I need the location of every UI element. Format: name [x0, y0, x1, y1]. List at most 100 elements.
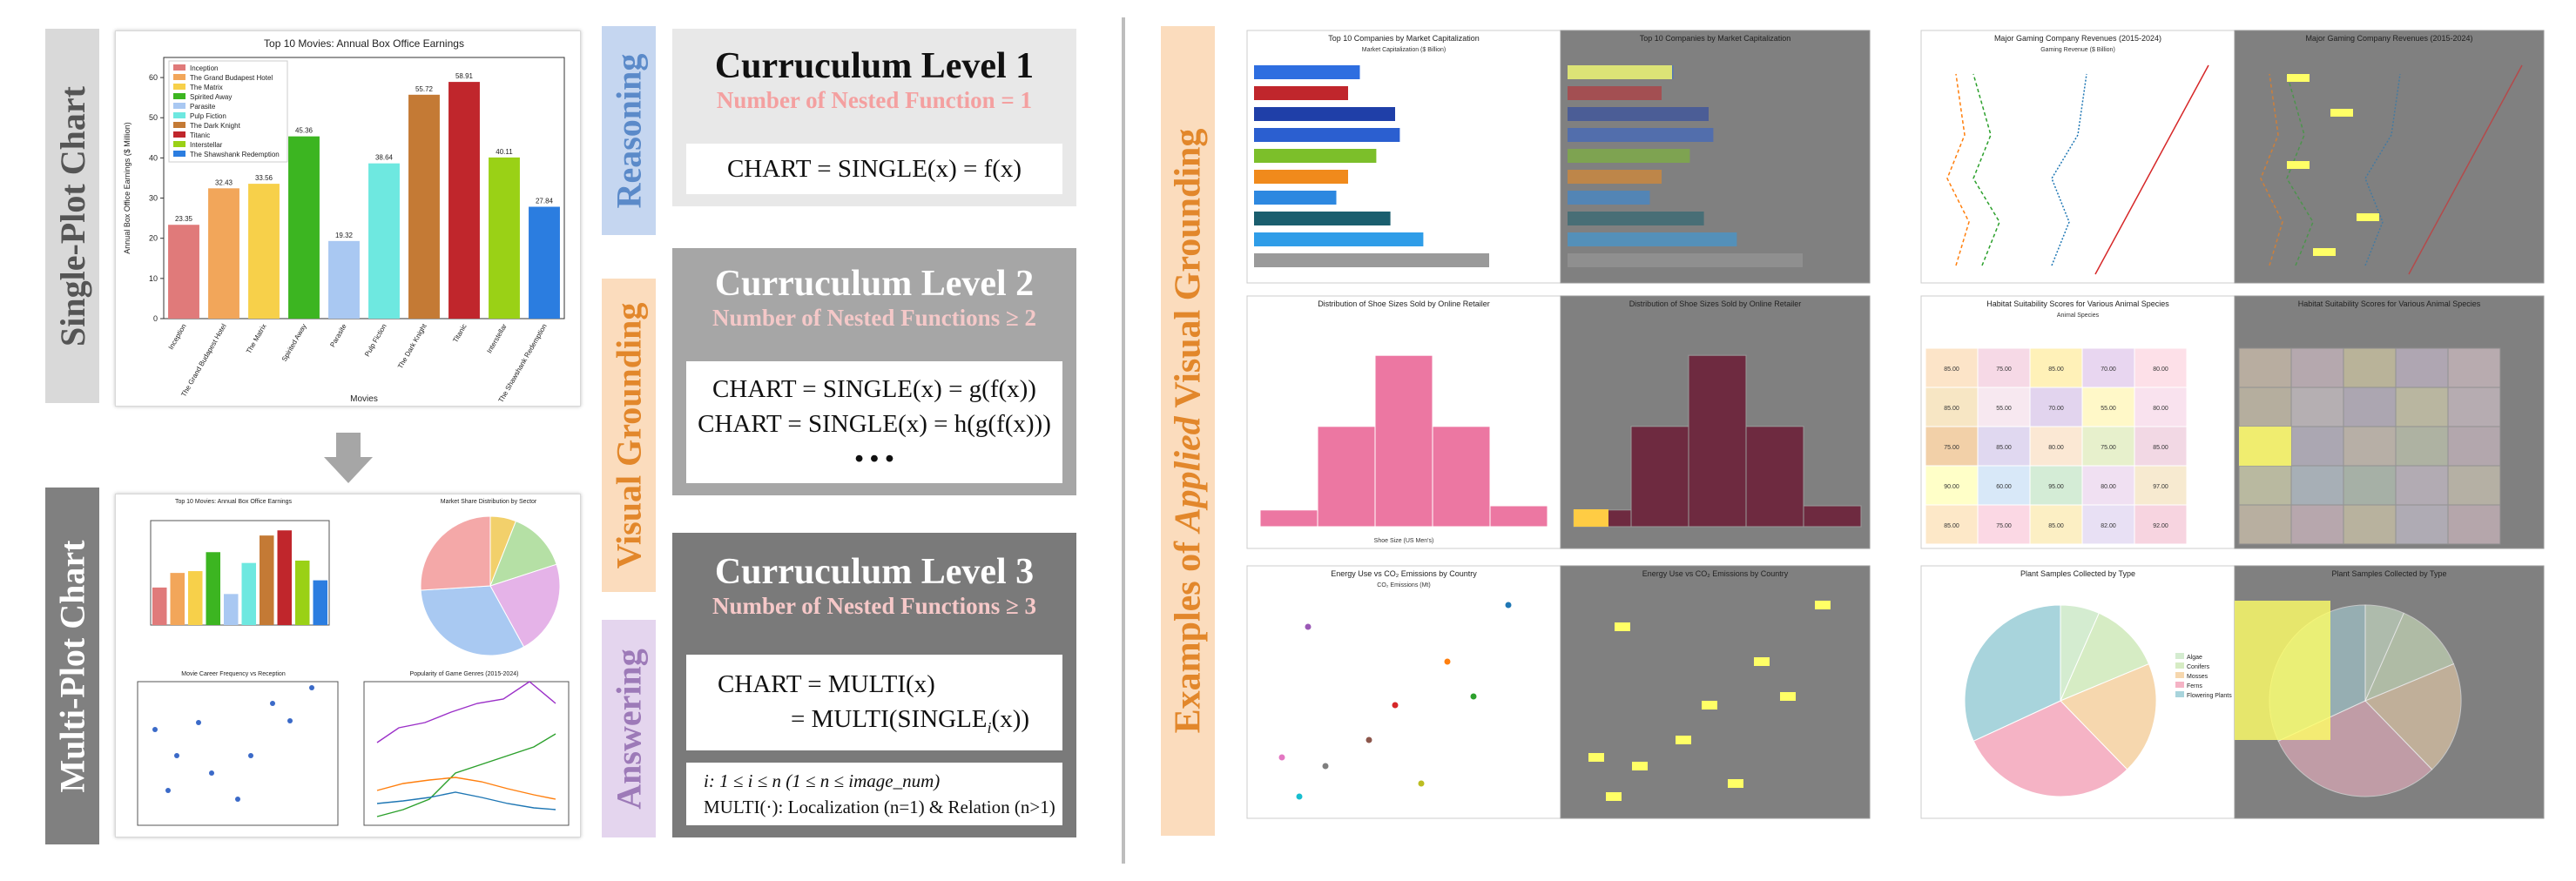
series-line: [2286, 73, 2314, 266]
level-1-subtitle: Number of Nested Function = 1: [716, 87, 1033, 113]
heatmap-cell-dark: [2395, 387, 2449, 427]
visual-grounding-band: Visual Grounding: [602, 279, 656, 592]
heatmap-cell-dark: [2343, 387, 2397, 427]
curriculum-level-1: Curruculum Level 1 Number of Nested Func…: [672, 29, 1076, 206]
multi-bar-title: Top 10 Movies: Annual Box Office Earning…: [175, 499, 293, 505]
scatter-point: [1505, 602, 1512, 609]
down-arrow-icon: [324, 433, 373, 483]
bar: [208, 188, 239, 319]
hbar: [1254, 170, 1348, 184]
scatter-point: [1444, 658, 1451, 665]
x-axis-label: Movies: [350, 394, 378, 404]
bar-value-label: 19.32: [335, 232, 354, 239]
heatmap-cell-dark: [2447, 387, 2501, 427]
curriculum-level-2: Curruculum Level 2 Number of Nested Func…: [672, 248, 1076, 495]
example-title: Plant Samples Collected by Type: [2020, 569, 2135, 578]
legend-label: The Dark Knight: [190, 122, 241, 130]
level-1-title: Curruculum Level 1: [714, 46, 1035, 86]
example-dark-panel: [2234, 295, 2545, 549]
heatmap-value: 85.00: [1944, 367, 1959, 373]
x-tick-label: Spirited Away: [280, 323, 308, 363]
mini-bar: [188, 571, 203, 625]
heatmap-cell: [2081, 504, 2135, 545]
bar: [448, 82, 480, 319]
level-3-title: Curruculum Level 3: [714, 552, 1035, 592]
level-3-notes: i: 1 ≤ i ≤ n (1 ≤ n ≤ image_num) MULTI(·…: [686, 763, 1062, 825]
hist-bar: [1259, 509, 1318, 528]
pie-slice: [1964, 604, 2061, 742]
series-line: [2051, 73, 2087, 266]
bar: [489, 157, 520, 319]
example-dark-panel: [2234, 30, 2545, 284]
multi-plot-chart: Top 10 Movies: Annual Box Office Earning…: [115, 494, 581, 837]
heatmap-cell-dark: [2447, 347, 2501, 388]
example-subtitle: Market Capitalization ($ Billion): [1362, 47, 1446, 53]
y-tick-label: 30: [149, 194, 158, 203]
level-2-subtitle: Number of Nested Functions ≥ 2: [711, 305, 1037, 331]
examples-grid-svg: Top 10 Companies by Market Capitalizatio…: [1246, 30, 2545, 819]
mini-line-frame: [363, 681, 570, 826]
hist-bar-dark: [1803, 505, 1862, 528]
heatmap-cell: [2134, 504, 2188, 545]
example-subtitle: CO₂ Emissions (Mt): [1377, 582, 1430, 588]
mini-bar: [277, 530, 292, 625]
bar: [288, 136, 320, 319]
mini-scatter-point: [270, 701, 275, 706]
mini-scatter-point: [152, 727, 158, 732]
mini-bar: [313, 580, 327, 625]
highlight-box: [2330, 109, 2353, 117]
heatmap-value: 60.00: [1996, 484, 2012, 490]
chart-title: Top 10 Movies: Annual Box Office Earning…: [264, 37, 464, 50]
legend-label: Inception: [190, 64, 218, 72]
heatmap-value: 70.00: [2048, 406, 2064, 412]
hbar-dark: [1568, 149, 1690, 163]
scatter-point: [1305, 623, 1312, 630]
heatmap-cell: [1925, 387, 1979, 427]
heatmap-value: 75.00: [1996, 367, 2012, 373]
x-tick-label: Parasite: [328, 322, 348, 348]
reasoning-band: Reasoning: [602, 26, 656, 235]
heatmap-value: 80.00: [2101, 484, 2116, 490]
heatmap-value: 80.00: [2153, 406, 2168, 412]
example-subtitle: Gaming Revenue ($ Billion): [2040, 47, 2115, 53]
heatmap-cell-dark: [2395, 426, 2449, 467]
highlight-box: [1588, 753, 1604, 762]
mini-scatter-point: [174, 753, 179, 758]
single-bar-chart-svg: Top 10 Movies: Annual Box Office Earning…: [123, 37, 565, 404]
legend-swatch: [173, 112, 185, 118]
chart-legend: Inception The Grand Budapest Hotel The Mat…: [168, 60, 288, 163]
hbar: [1254, 191, 1337, 205]
scatter-point: [1366, 736, 1372, 743]
x-tick-label: Titanic: [451, 323, 468, 345]
heatmap-cell: [2134, 347, 2188, 388]
heatmap-value: 90.00: [1944, 484, 1959, 490]
mini-series-line: [376, 777, 556, 800]
mini-bar: [295, 560, 310, 625]
x-tick-label: The Matrix: [245, 323, 268, 355]
legend-label: Ferns: [2187, 683, 2202, 689]
y-tick-label: 60: [149, 73, 158, 82]
highlight-box: [2287, 74, 2310, 82]
legend-swatch: [173, 141, 185, 147]
bar-value-label: 55.72: [415, 85, 434, 93]
mini-scatter-point: [196, 720, 201, 725]
highlight-box: [1574, 509, 1608, 527]
hist-bar-dark: [1630, 426, 1689, 528]
mini-scatter-point: [165, 788, 171, 793]
heatmap-cell-dark: [2343, 347, 2397, 388]
example-title-dark: Top 10 Companies by Market Capitalizatio…: [1640, 34, 1791, 43]
legend-label: The Grand Budapest Hotel: [190, 74, 273, 82]
answering-band: Answering: [602, 620, 656, 837]
y-tick-label: 10: [149, 274, 158, 283]
examples-label-pre: Examples of: [1168, 532, 1208, 734]
heatmap-cell: [2134, 426, 2188, 467]
level-2-formula-line-2: CHART = SINGLE(x) = h(g(f(x))): [698, 410, 1051, 438]
legend-label: Spirited Away: [190, 93, 232, 101]
reasoning-label: Reasoning: [609, 53, 649, 208]
hist-bar: [1432, 426, 1491, 528]
hist-bar: [1317, 426, 1376, 528]
series-line: [1972, 73, 2000, 266]
example-title: Top 10 Companies by Market Capitalizatio…: [1328, 34, 1480, 43]
legend-swatch: [173, 103, 185, 109]
highlight-box: [1676, 736, 1691, 744]
